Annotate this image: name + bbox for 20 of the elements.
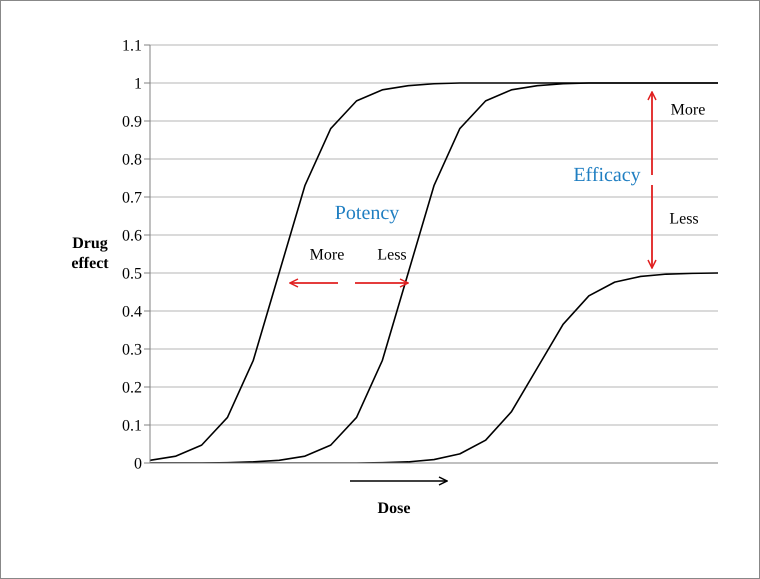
annotation: More — [670, 102, 706, 119]
y-tick-label: 0.4 — [122, 304, 142, 321]
y-tick-label: 0.9 — [122, 114, 142, 131]
annotation: Efficacy — [573, 164, 641, 186]
y-axis-title: Drug effect — [71, 235, 110, 272]
y-tick-label: 0.2 — [122, 380, 142, 397]
y-tick-label: 0.1 — [122, 418, 142, 435]
annotation: Less — [377, 246, 407, 264]
annotation: More — [310, 246, 344, 264]
y-tick-label: 0.8 — [122, 152, 142, 169]
y-tick-label: 0 — [134, 456, 142, 473]
x-axis-title: Dose — [378, 500, 410, 517]
y-tick-label: 0.3 — [122, 342, 142, 359]
y-tick-label: 1 — [134, 76, 142, 93]
y-tick-label: 0.5 — [122, 266, 142, 283]
y-tick-label: 0.6 — [122, 228, 142, 245]
y-tick-label: 0.7 — [122, 190, 142, 207]
y-tick-label: 1.1 — [122, 38, 142, 55]
annotation: Less — [669, 210, 699, 228]
annotation: Potency — [334, 202, 400, 224]
